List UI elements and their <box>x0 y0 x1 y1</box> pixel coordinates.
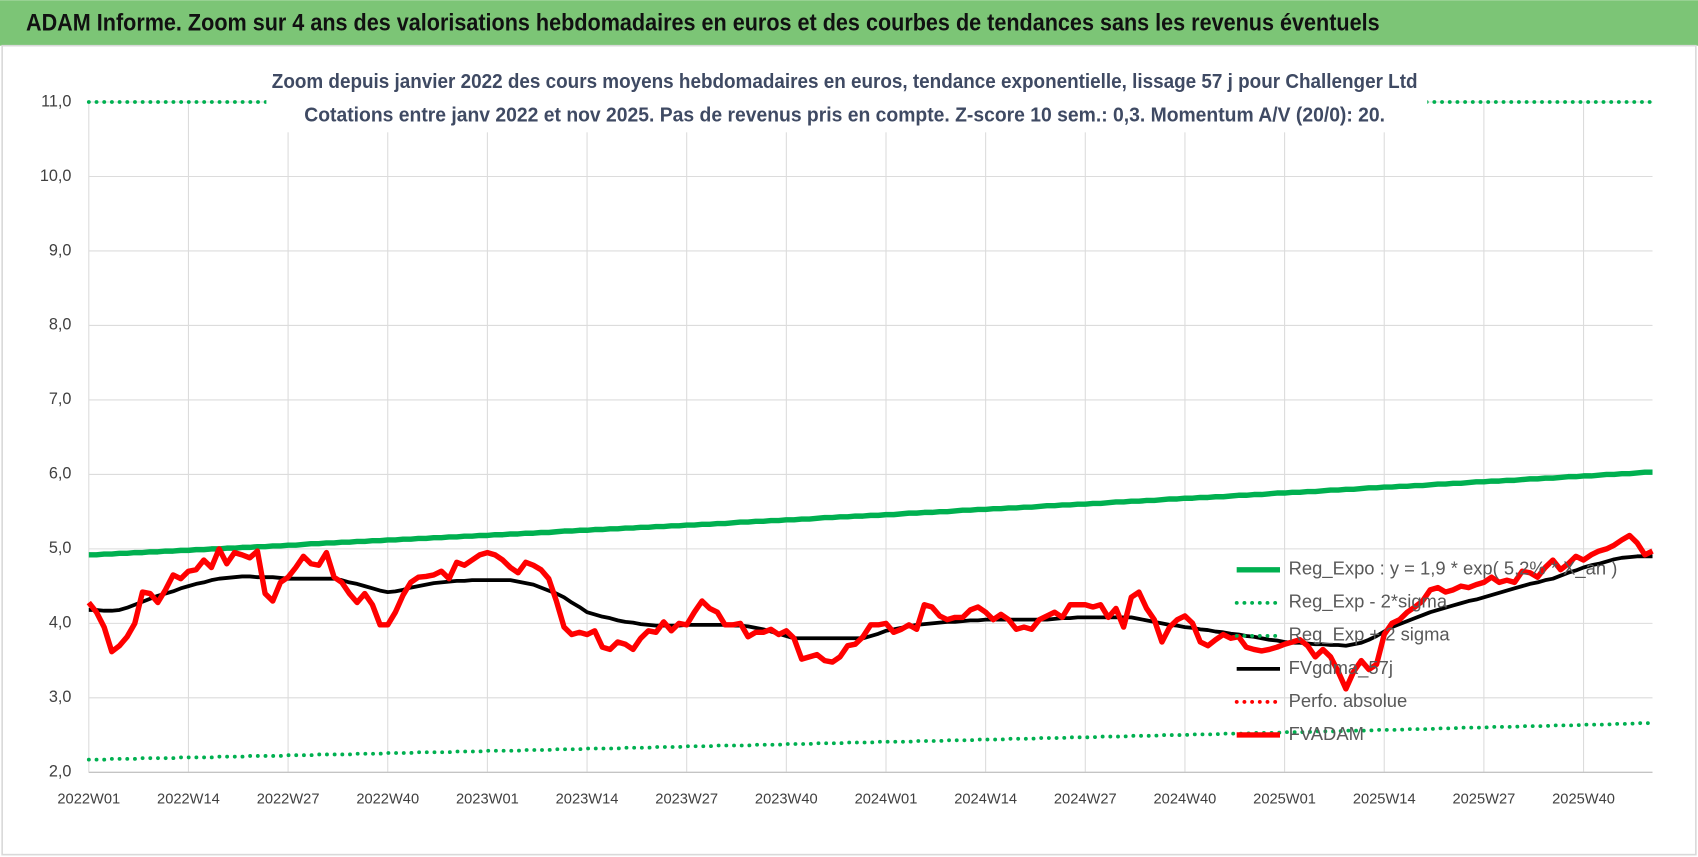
y-tick-label: 11,0 <box>41 92 71 110</box>
title-box <box>266 65 1428 133</box>
x-tick-label: 2025W40 <box>1552 790 1615 807</box>
x-tick-label: 2024W40 <box>1154 790 1217 807</box>
x-tick-label: 2025W14 <box>1353 790 1416 807</box>
y-tick-label: 2,0 <box>49 763 72 781</box>
legend-label: Reg_Exp + 2 sigma <box>1289 624 1451 646</box>
x-tick-label: 2025W27 <box>1452 790 1515 807</box>
x-tick-label: 2022W14 <box>157 790 220 807</box>
x-tick-label: 2022W01 <box>57 790 120 807</box>
chart-title: Zoom depuis janvier 2022 des cours moyen… <box>272 70 1418 93</box>
x-tick-label: 2023W40 <box>755 790 818 807</box>
y-tick-label: 10,0 <box>40 167 72 185</box>
x-tick-label: 2022W40 <box>356 790 419 807</box>
x-tick-label: 2024W27 <box>1054 790 1117 807</box>
chart-frame <box>1 44 1697 856</box>
legend-label: FVgdma_57j <box>1289 657 1393 679</box>
y-tick-label: 3,0 <box>49 688 72 706</box>
y-tick-label: 8,0 <box>49 316 72 334</box>
series-line <box>86 532 1654 692</box>
x-tick-label: 2022W27 <box>257 790 320 807</box>
legend-label: Reg_Expo : y = 1,9 * exp( 5,2% * X_an ) <box>1289 558 1618 580</box>
chart-subtitle: Cotations entre janv 2022 et nov 2025. P… <box>304 104 1385 127</box>
y-tick-label: 9,0 <box>49 241 72 259</box>
x-tick-label: 2023W27 <box>655 790 718 807</box>
legend-label: FVADAM <box>1289 723 1364 744</box>
header-band <box>0 0 1698 46</box>
y-tick-label: 5,0 <box>49 539 72 557</box>
x-tick-label: 2023W01 <box>456 790 519 807</box>
x-tick-label: 2023W14 <box>556 790 619 807</box>
y-tick-label: 6,0 <box>49 465 72 483</box>
series-line <box>88 469 1653 558</box>
x-tick-label: 2024W01 <box>855 790 918 807</box>
legend-label: Perfo. absolue <box>1289 690 1408 711</box>
x-tick-label: 2025W01 <box>1253 790 1316 807</box>
y-tick-label: 4,0 <box>49 614 72 632</box>
header-title: ADAM Informe. Zoom sur 4 ans des valoris… <box>26 9 1380 36</box>
legend: Reg_Expo : y = 1,9 * exp( 5,2% * X_an ) R… <box>1234 558 1618 744</box>
x-tick-label: 2024W14 <box>954 790 1017 807</box>
legend-label: Reg_Exp - 2*sigma <box>1289 591 1448 613</box>
y-tick-label: 7,0 <box>49 390 72 408</box>
series-line <box>86 721 1655 762</box>
